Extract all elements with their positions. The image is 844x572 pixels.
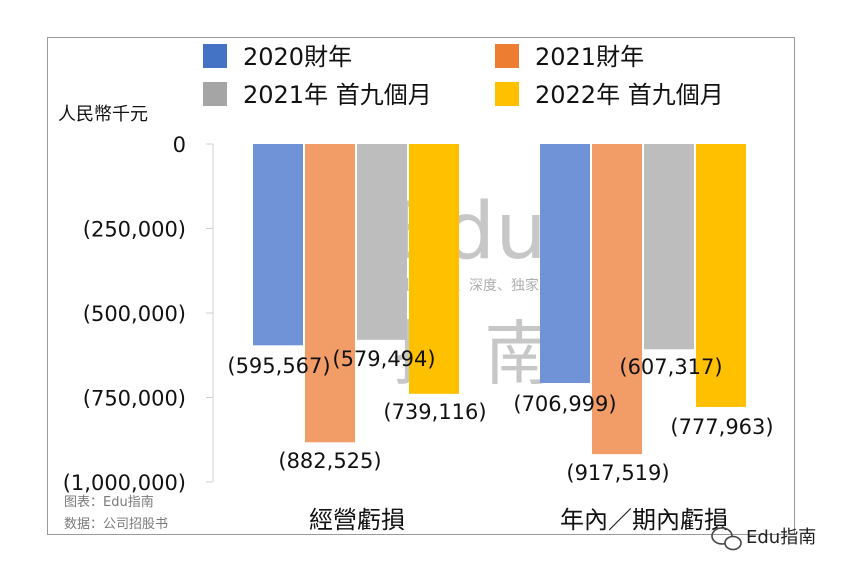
source-line-1: 图表：Edu指南 xyxy=(64,494,154,510)
legend-swatch xyxy=(495,82,519,106)
legend-label: 2020財年 xyxy=(243,43,352,71)
bar xyxy=(305,144,355,443)
data-label: (882,525) xyxy=(278,449,381,473)
source-line-2: 数据：公司招股书 xyxy=(64,517,168,532)
y-tick-label: (1,000,000) xyxy=(63,471,186,495)
legend-swatch xyxy=(203,82,227,106)
data-labels: (595,567) (882,525) (579,494) (739,116) (706… xyxy=(227,347,773,485)
data-label: (777,963) xyxy=(670,415,773,439)
y-tick-label: (250,000) xyxy=(83,218,186,242)
legend-swatch xyxy=(495,44,519,68)
chart-frame xyxy=(47,37,795,535)
y-tick-label: (500,000) xyxy=(83,302,186,326)
bar xyxy=(409,144,459,394)
wechat-icon xyxy=(711,527,742,551)
legend-swatch xyxy=(203,44,227,68)
category-label: 經營虧損 xyxy=(309,506,405,534)
category-label: 年內／期內虧損 xyxy=(560,506,728,534)
legend: 2020財年 2021財年 2021年 首九個月 2022年 首九個月 xyxy=(203,43,724,109)
data-label: (706,999) xyxy=(513,392,616,416)
bar xyxy=(540,144,590,383)
data-label: (595,567) xyxy=(227,354,330,378)
bar xyxy=(644,144,694,350)
data-label: (917,519) xyxy=(566,461,669,485)
bar xyxy=(696,144,746,407)
brand: Edu指南 xyxy=(711,527,816,551)
bars xyxy=(253,144,746,455)
y-tick-label: 0 xyxy=(173,133,186,157)
y-tick-label: (750,000) xyxy=(83,387,186,411)
y-unit-label: 人民幣千元 xyxy=(58,104,148,125)
bar xyxy=(253,144,303,346)
data-label: (579,494) xyxy=(332,347,435,371)
bar xyxy=(357,144,407,340)
data-label: (739,116) xyxy=(383,400,486,424)
legend-label: 2021財年 xyxy=(535,43,644,71)
bar xyxy=(592,144,642,455)
legend-label: 2021年 首九個月 xyxy=(243,81,432,109)
category-labels: 經營虧損 年內／期內虧損 xyxy=(309,506,728,534)
data-label: (607,317) xyxy=(619,355,722,379)
legend-label: 2022年 首九個月 xyxy=(535,81,724,109)
y-axis: 0 (250,000) (500,000) (750,000) (1,000,000) xyxy=(63,133,214,495)
brand-name: Edu指南 xyxy=(746,527,816,548)
